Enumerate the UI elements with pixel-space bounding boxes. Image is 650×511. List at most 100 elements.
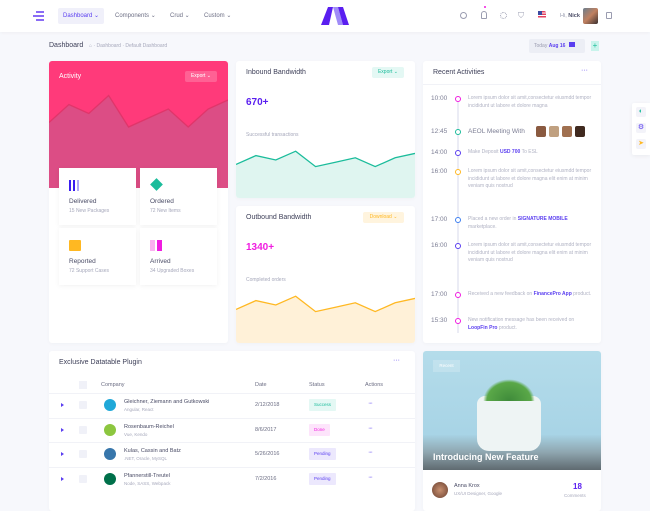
inbound-export-button[interactable]: Export ⌄ (372, 67, 404, 78)
nav-custom[interactable]: Custom ⌄ (204, 13, 232, 19)
company-logo (104, 399, 116, 411)
timeline-link[interactable]: LoopFin Pro (468, 324, 498, 331)
timeline-time: 17:00 (431, 291, 448, 298)
home-icon[interactable]: ⌂ (89, 43, 93, 49)
settings-icon[interactable]: ⚙ (636, 123, 646, 133)
avatar[interactable] (583, 8, 598, 24)
today-button[interactable]: Today Aug 16 (529, 39, 585, 53)
top-header: Dashboard ⌄ Components ⌄ Crud ⌄ Custom ⌄… (0, 0, 650, 32)
more-icon[interactable]: ··· (581, 67, 588, 74)
attendee-avatar[interactable] (575, 126, 585, 137)
table-row[interactable]: Kulas, Cassin and Batz .NET, Oracle, MyS… (49, 442, 415, 466)
activity-card: Activity Export ⌄ Delivered 15 New Packag… (49, 61, 228, 343)
outbound-area (236, 296, 415, 343)
cart-icon[interactable]: ⛉ (518, 11, 524, 20)
stat-delivered[interactable]: Delivered 15 New Packages (59, 168, 136, 225)
author-name[interactable]: Anna Krox (454, 483, 480, 489)
col-company[interactable]: Company (101, 382, 125, 388)
row-checkbox[interactable] (79, 474, 87, 483)
row-actions-icon[interactable]: ··· (368, 400, 373, 407)
timeline-dot (455, 96, 461, 102)
timeline-text: Placed a new order in SIGNATURE MOBILE m… (468, 216, 568, 230)
select-all-checkbox[interactable] (79, 381, 87, 389)
company-name: Rosenbaum-Reichel (124, 423, 174, 430)
timeline-link[interactable]: USD 700 (499, 149, 521, 155)
outbound-line (236, 295, 415, 313)
breadcrumb-default[interactable]: Default Dashboard (125, 43, 168, 49)
row-date: 2/12/2018 (255, 402, 280, 408)
col-status[interactable]: Status (309, 382, 325, 388)
nav-dashboard[interactable]: Dashboard ⌄ (58, 8, 105, 24)
row-actions-icon[interactable]: ··· (368, 449, 373, 456)
expand-icon[interactable] (61, 452, 64, 456)
download-button[interactable]: Download ⌄ (363, 212, 404, 223)
stat-arrived[interactable]: Arrived 34 Upgraded Boxes (140, 228, 217, 285)
stat-title: Delivered (69, 198, 97, 205)
stat-ordered[interactable]: Ordered 72 New Items (140, 168, 217, 225)
apps-icon[interactable] (606, 12, 612, 19)
notification-dot (484, 6, 486, 8)
stat-sub: 15 New Packages (69, 208, 110, 214)
nav-crud[interactable]: Crud ⌄ (170, 13, 190, 19)
inbound-chart (236, 150, 415, 198)
expand-icon[interactable] (61, 476, 64, 481)
menu-icon[interactable] (33, 11, 44, 21)
outbound-title: Outbound Bandwidth (246, 214, 312, 221)
page-title: Dashboard (49, 42, 84, 49)
feature-title[interactable]: Introducing New Feature (433, 452, 539, 462)
activity-line (49, 94, 228, 128)
palette-icon[interactable]: ◐ (636, 107, 646, 117)
row-date: 8/6/2017 (255, 426, 277, 433)
timeline-link[interactable]: FinancePro App (533, 291, 572, 297)
send-icon[interactable]: ➤ (636, 139, 646, 149)
timeline-dot (455, 292, 461, 298)
timeline-time: 12:45 (431, 128, 448, 135)
row-actions-icon[interactable]: ··· (368, 424, 373, 432)
feature-card[interactable]: Recent Introducing New Feature Anna Krox… (423, 351, 601, 511)
inbound-card: Inbound Bandwidth Export ⌄ 670+ Successf… (236, 61, 415, 198)
row-checkbox[interactable] (79, 401, 87, 409)
company-tech: Angular, React (124, 407, 154, 412)
company-tech: Node, SASS, Webpack (124, 480, 171, 486)
stat-title: Reported (69, 258, 96, 265)
export-button[interactable]: Export ⌄ (185, 71, 217, 82)
row-actions-icon[interactable]: ··· (368, 473, 373, 481)
row-checkbox[interactable] (79, 450, 87, 458)
timeline-dot (455, 169, 461, 175)
attendee-avatar[interactable] (562, 126, 572, 137)
company-tech: .NET, Oracle, MySQL (124, 456, 168, 461)
col-date[interactable]: Date (255, 382, 267, 388)
attendee-avatar[interactable] (549, 126, 559, 137)
stat-sub: 34 Upgraded Boxes (150, 268, 195, 274)
row-date: 5/26/2016 (255, 451, 280, 457)
gear-icon[interactable] (500, 12, 507, 19)
expand-icon[interactable] (61, 403, 64, 407)
greeting: Hi, Nick (560, 13, 580, 19)
company-name: Gleichner, Ziemann and Gutkowski (124, 399, 210, 405)
status-badge: Success (309, 399, 337, 411)
add-button[interactable]: + (591, 41, 599, 51)
row-checkbox[interactable] (79, 425, 87, 434)
recent-activities-card: Recent Activities ··· 10:00 Lorem ipsum … (423, 61, 601, 343)
inbound-caption: Successful transactions (246, 132, 299, 138)
bell-icon[interactable] (481, 11, 487, 19)
timeline-link[interactable]: SIGNATURE MOBILE (517, 216, 568, 222)
breadcrumb-dashboard[interactable]: Dashboard (96, 43, 121, 49)
nav-components[interactable]: Components ⌄ (115, 13, 156, 19)
table-row[interactable]: Pfannerstill-Treutel Node, SASS, Webpack… (49, 466, 415, 491)
status-badge: Pending (309, 472, 336, 485)
table-row[interactable]: Rosenbaum-Reichel Vue, Kendo 8/6/2017 Do… (49, 417, 415, 442)
stat-reported[interactable]: Reported 72 Support Cases (59, 228, 136, 285)
flag-icon[interactable] (538, 11, 546, 19)
inbound-value: 670+ (246, 97, 269, 108)
logo[interactable] (321, 7, 349, 25)
more-icon[interactable]: ··· (393, 357, 400, 364)
books-icon (69, 180, 81, 191)
table-row[interactable]: Gleichner, Ziemann and Gutkowski Angular… (49, 393, 415, 417)
outbound-card: Outbound Bandwidth Download ⌄ 1340+ Comp… (236, 206, 415, 343)
search-icon[interactable] (460, 12, 467, 19)
comments-label: Comments (564, 493, 586, 498)
attendee-avatar[interactable] (536, 126, 546, 137)
company-logo (104, 448, 116, 460)
expand-icon[interactable] (61, 427, 64, 432)
